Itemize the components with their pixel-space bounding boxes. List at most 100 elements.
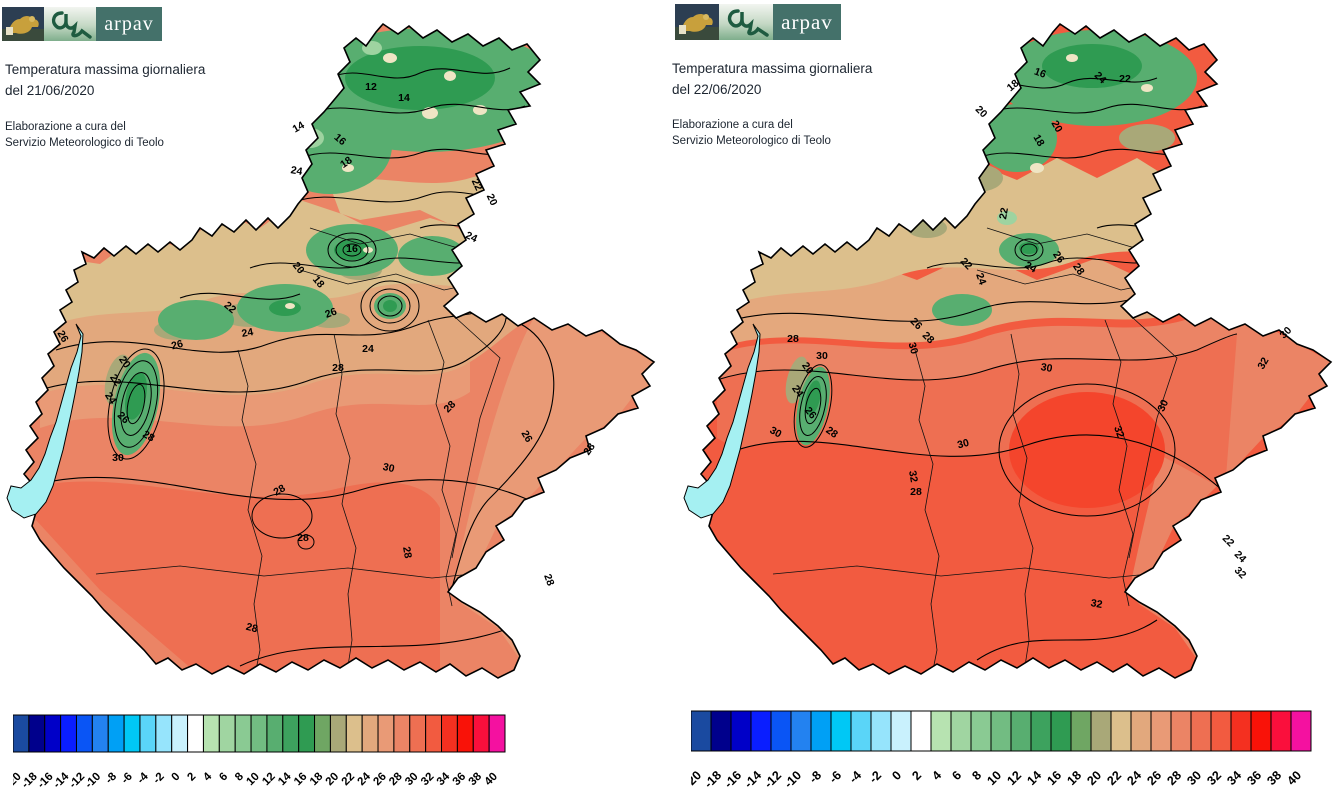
colorbar-tick-label: -20 bbox=[13, 771, 24, 791]
map-date: del 22/06/2020 bbox=[672, 82, 762, 97]
contour-label: 30 bbox=[956, 437, 971, 452]
contour-line bbox=[55, 307, 487, 353]
contour-label: 22 bbox=[997, 207, 1011, 221]
colorbar-cell bbox=[730, 710, 752, 752]
colorbar-cell bbox=[950, 710, 972, 752]
colorbar-tick-label: -16 bbox=[721, 768, 744, 791]
contour-ring bbox=[360, 280, 420, 332]
contour-label: 32 bbox=[1090, 597, 1104, 611]
contour-line bbox=[309, 103, 526, 114]
contour-ring bbox=[120, 372, 152, 436]
temperature-blob bbox=[971, 124, 983, 132]
colorbar-cell bbox=[13, 714, 30, 753]
contour-ring bbox=[107, 348, 165, 460]
contour-label: 28 bbox=[332, 362, 344, 374]
colorbar-cell bbox=[187, 714, 204, 753]
colorbar-cell bbox=[155, 714, 173, 753]
colorbar-cell bbox=[75, 714, 93, 753]
lake-garda bbox=[683, 323, 761, 519]
contour-line bbox=[451, 317, 555, 589]
contour-label: 32 bbox=[1255, 355, 1271, 371]
contour-label: 26 bbox=[518, 428, 534, 444]
colorbar-cell bbox=[472, 714, 490, 753]
colorbar-tick-label: 26 bbox=[1144, 768, 1164, 788]
colorbar-tick-label: 8 bbox=[969, 768, 984, 783]
logo-wordmark: arpav bbox=[773, 4, 841, 40]
colorbar-cell bbox=[990, 710, 1012, 752]
colorbar-cell bbox=[266, 714, 284, 753]
temperature-blob bbox=[158, 300, 234, 340]
temperature-blob bbox=[269, 300, 301, 316]
colorbar-cell bbox=[345, 714, 363, 753]
colorbar-cell bbox=[282, 714, 300, 753]
contour-label: 28 bbox=[910, 486, 922, 498]
colorbar-cell bbox=[171, 714, 189, 753]
temperature-zone bbox=[30, 481, 440, 678]
contour-line bbox=[239, 623, 521, 667]
contour-label: 26 bbox=[54, 328, 70, 344]
colorbar-cell bbox=[750, 710, 772, 752]
province-border bbox=[333, 333, 357, 667]
colorbar-cell bbox=[810, 710, 832, 752]
province-border bbox=[1010, 333, 1034, 667]
colorbar-tick-label: -4 bbox=[846, 768, 864, 786]
colorbar-cell bbox=[1270, 710, 1292, 752]
colorbar-cell bbox=[107, 714, 125, 753]
colorbar-tick-label: 8 bbox=[233, 770, 246, 783]
contour-label: 30 bbox=[906, 341, 921, 356]
colorbar-tick-label: 30 bbox=[1184, 768, 1204, 788]
colorbar-cell bbox=[1010, 710, 1032, 752]
contour-ring bbox=[342, 243, 362, 257]
colorbar-tick-label: 22 bbox=[1104, 768, 1124, 788]
contour-label: 30 bbox=[1040, 361, 1054, 375]
colorbar-tick-label: 20 bbox=[1084, 768, 1104, 788]
colorbar-tick-label: 40 bbox=[1284, 768, 1304, 788]
colorbar-tick-label: -10 bbox=[781, 768, 804, 791]
contour-label: 32 bbox=[906, 470, 920, 484]
colorbar-cell bbox=[202, 714, 220, 753]
lion-emblem-icon bbox=[2, 7, 44, 41]
colorbar-cell bbox=[691, 710, 712, 752]
contour-line bbox=[986, 103, 1203, 114]
temperature-zone bbox=[40, 173, 545, 330]
colorbar-tick-label: 4 bbox=[929, 768, 944, 783]
contour-label: 28 bbox=[297, 532, 309, 544]
contour-label: 32 bbox=[1111, 424, 1126, 439]
contour-label: 20 bbox=[484, 192, 500, 208]
province-border bbox=[986, 227, 1136, 249]
contour-label: 22 bbox=[1119, 73, 1131, 85]
contour-ring bbox=[793, 364, 833, 448]
colorbar-cell bbox=[890, 710, 912, 752]
map-date: del 21/06/2020 bbox=[5, 83, 95, 98]
colorbar-cell bbox=[298, 714, 316, 753]
temperature-blob bbox=[1042, 44, 1142, 88]
province-border bbox=[914, 349, 940, 671]
colorbar-cell bbox=[409, 714, 427, 753]
contour-label: 18 bbox=[1030, 132, 1046, 148]
colorbar-cell bbox=[910, 710, 932, 752]
colorbar-tick-label: 38 bbox=[1264, 768, 1284, 788]
colorbar-tick-label: 12 bbox=[1004, 768, 1024, 788]
colorbar-cell bbox=[1230, 710, 1252, 752]
colorbar-tick-label: -2 bbox=[866, 768, 884, 786]
temperature-blob bbox=[1009, 392, 1165, 508]
contour-line bbox=[249, 257, 491, 269]
colorbar-cell bbox=[1290, 710, 1312, 752]
province-border bbox=[1104, 319, 1134, 607]
colorbar-cell bbox=[329, 714, 347, 753]
contour-line bbox=[976, 619, 1158, 661]
colorbar-tick-label: 0 bbox=[170, 771, 183, 784]
temperature-map-right: 1618202224201822242628242226282024262828… bbox=[683, 22, 1333, 679]
province-border bbox=[237, 349, 263, 671]
temperature-zone bbox=[717, 306, 1237, 380]
colorbar-cell bbox=[377, 714, 395, 753]
panel-right: 16 18 20 22 24 20 18 22 24 26 28 24 22 26 28 20 24 26 28 28… bbox=[660, 0, 1337, 799]
temperature-blob bbox=[1119, 124, 1175, 152]
contour-label: 24 bbox=[463, 229, 479, 245]
colorbar-tick-label: -18 bbox=[701, 768, 724, 791]
contour-label: 28 bbox=[271, 482, 287, 498]
colorbar-tick-label: 10 bbox=[984, 768, 1004, 788]
contour-label: 32 bbox=[1232, 565, 1249, 582]
province-border bbox=[309, 227, 459, 249]
